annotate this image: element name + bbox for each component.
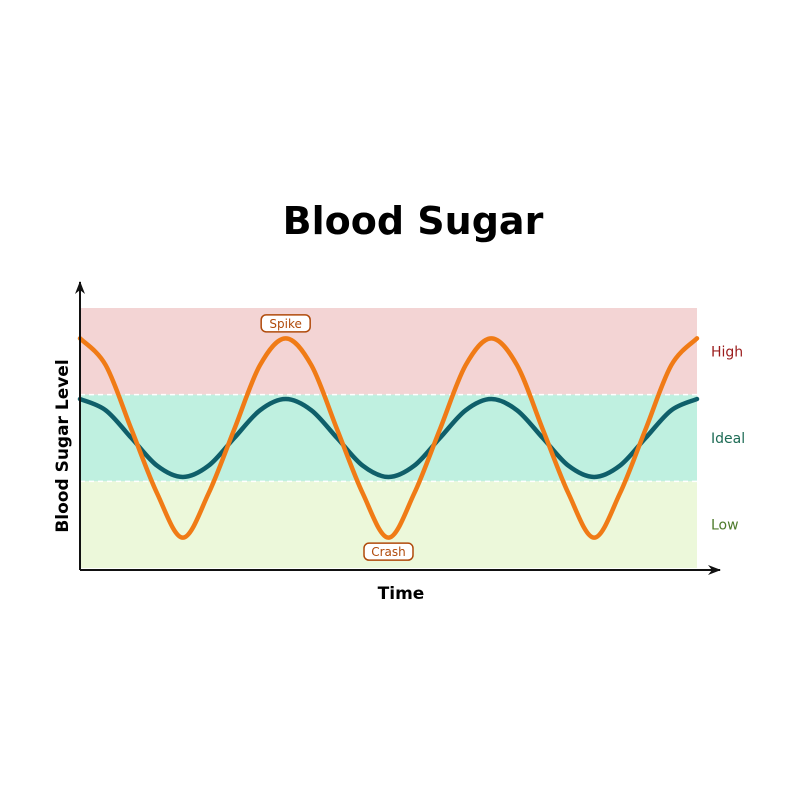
zone-band-high <box>80 308 697 395</box>
zone-labels-layer: High Ideal Low <box>711 344 745 533</box>
zone-label-ideal: Ideal <box>711 431 745 447</box>
x-axis-label: Time <box>378 584 425 604</box>
annotation-box <box>363 542 414 561</box>
zone-band-ideal <box>80 394 697 482</box>
zone-label-high: High <box>711 344 743 360</box>
series-layer <box>77 336 700 540</box>
axes-layer <box>75 281 721 575</box>
zones-layer <box>80 308 697 568</box>
annotation-crash: Crash <box>371 545 406 559</box>
series-line-1 <box>77 396 700 480</box>
series-line-0 <box>77 336 700 540</box>
annotation-layer: Spike Crash <box>260 314 414 561</box>
zone-label-low: Low <box>711 518 739 534</box>
annotation-spike: Spike <box>269 317 301 331</box>
chart-title: Blood Sugar <box>283 199 544 243</box>
annotation-box <box>260 314 311 333</box>
y-axis-label: Blood Sugar Level <box>53 359 73 532</box>
